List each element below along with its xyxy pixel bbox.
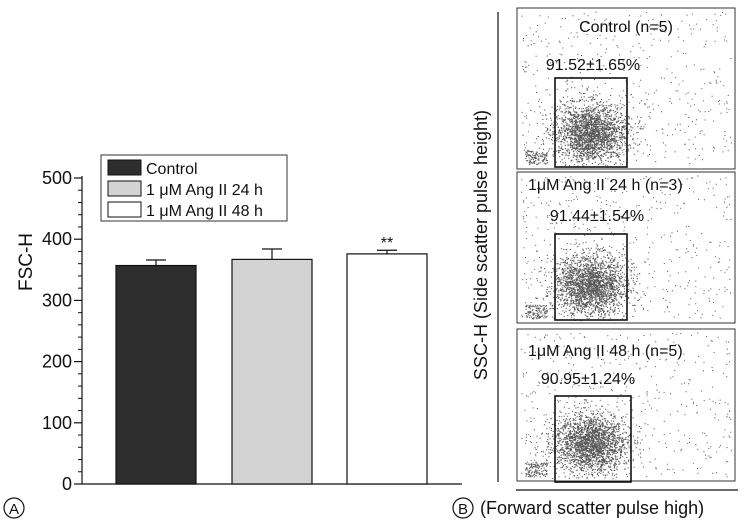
flow-plot-frame (516, 171, 736, 324)
flow-plot-title: Control (n=5) (579, 19, 673, 36)
y-axis-label: FSC-H (16, 233, 37, 291)
y-tick-label: 200 (42, 352, 72, 372)
panel-b-x-label: (Forward scatter pulse high) (480, 498, 704, 518)
panel-a-label-circle (3, 497, 25, 519)
gate-percentage: 90.95±1.24% (541, 371, 635, 388)
panel-b-label: B (458, 501, 468, 518)
legend-swatch-48h (107, 201, 142, 218)
scatter-points (521, 332, 732, 480)
legend-swatch-control (107, 159, 142, 176)
bar-3 (346, 253, 428, 485)
gate-box (554, 77, 628, 168)
flow-plot-title: 1μM Ang II 48 h (n=5) (528, 343, 683, 360)
legend-swatch-24h (107, 180, 142, 197)
panel-b-y-label: SSC-H (Side scatter pulse height) (471, 110, 491, 380)
flow-plot-frame (516, 7, 736, 170)
flow-plot-title: 1μM Ang II 24 h (n=3) (528, 177, 683, 194)
panel-a-label: A (9, 501, 19, 518)
gate-percentage: 91.44±1.54% (550, 208, 644, 225)
legend-label-24h: 1 μM Ang II 24 h (146, 182, 263, 199)
gate-percentage: 91.52±1.65% (546, 57, 640, 74)
flow-plot-24h: 1μM Ang II 24 h (n=3) 91.44±1.54% (516, 171, 736, 324)
bar-1 (115, 264, 197, 485)
bar-2 (231, 258, 313, 485)
legend-label-48h: 1 μM Ang II 48 h (146, 203, 263, 220)
y-tick-label: 0 (62, 474, 72, 494)
y-tick-label: 100 (42, 413, 72, 433)
flow-plot-frame (516, 328, 736, 482)
panel-a: FSC-H 0 100 200 300 400 500 ** Control 1 μM A… (3, 154, 462, 519)
flow-plots: Control (n=5) 91.52±1.65% 1μM Ang II 24 … (516, 7, 736, 483)
gate-box (554, 395, 632, 483)
gate-box (554, 233, 628, 321)
y-tick-label: 500 (42, 168, 72, 188)
flow-plot-48h: 1μM Ang II 48 h (n=5) 90.95±1.24% (516, 328, 736, 483)
legend: Control 1 μM Ang II 24 h 1 μM Ang II 48 … (100, 154, 288, 222)
bars: ** (115, 235, 428, 485)
scatter-dots (521, 11, 732, 168)
y-tick-label: 400 (42, 229, 72, 249)
legend-label-control: Control (146, 161, 198, 178)
scatter-points (521, 11, 732, 168)
scatter-dots (521, 332, 732, 480)
panel-b: SSC-H (Side scatter pulse height) Contro… (452, 7, 738, 519)
y-tick-label: 300 (42, 290, 72, 310)
panel-b-label-circle (452, 497, 474, 519)
flow-plot-control: Control (n=5) 91.52±1.65% (516, 7, 736, 170)
significance-marker: ** (381, 235, 393, 252)
